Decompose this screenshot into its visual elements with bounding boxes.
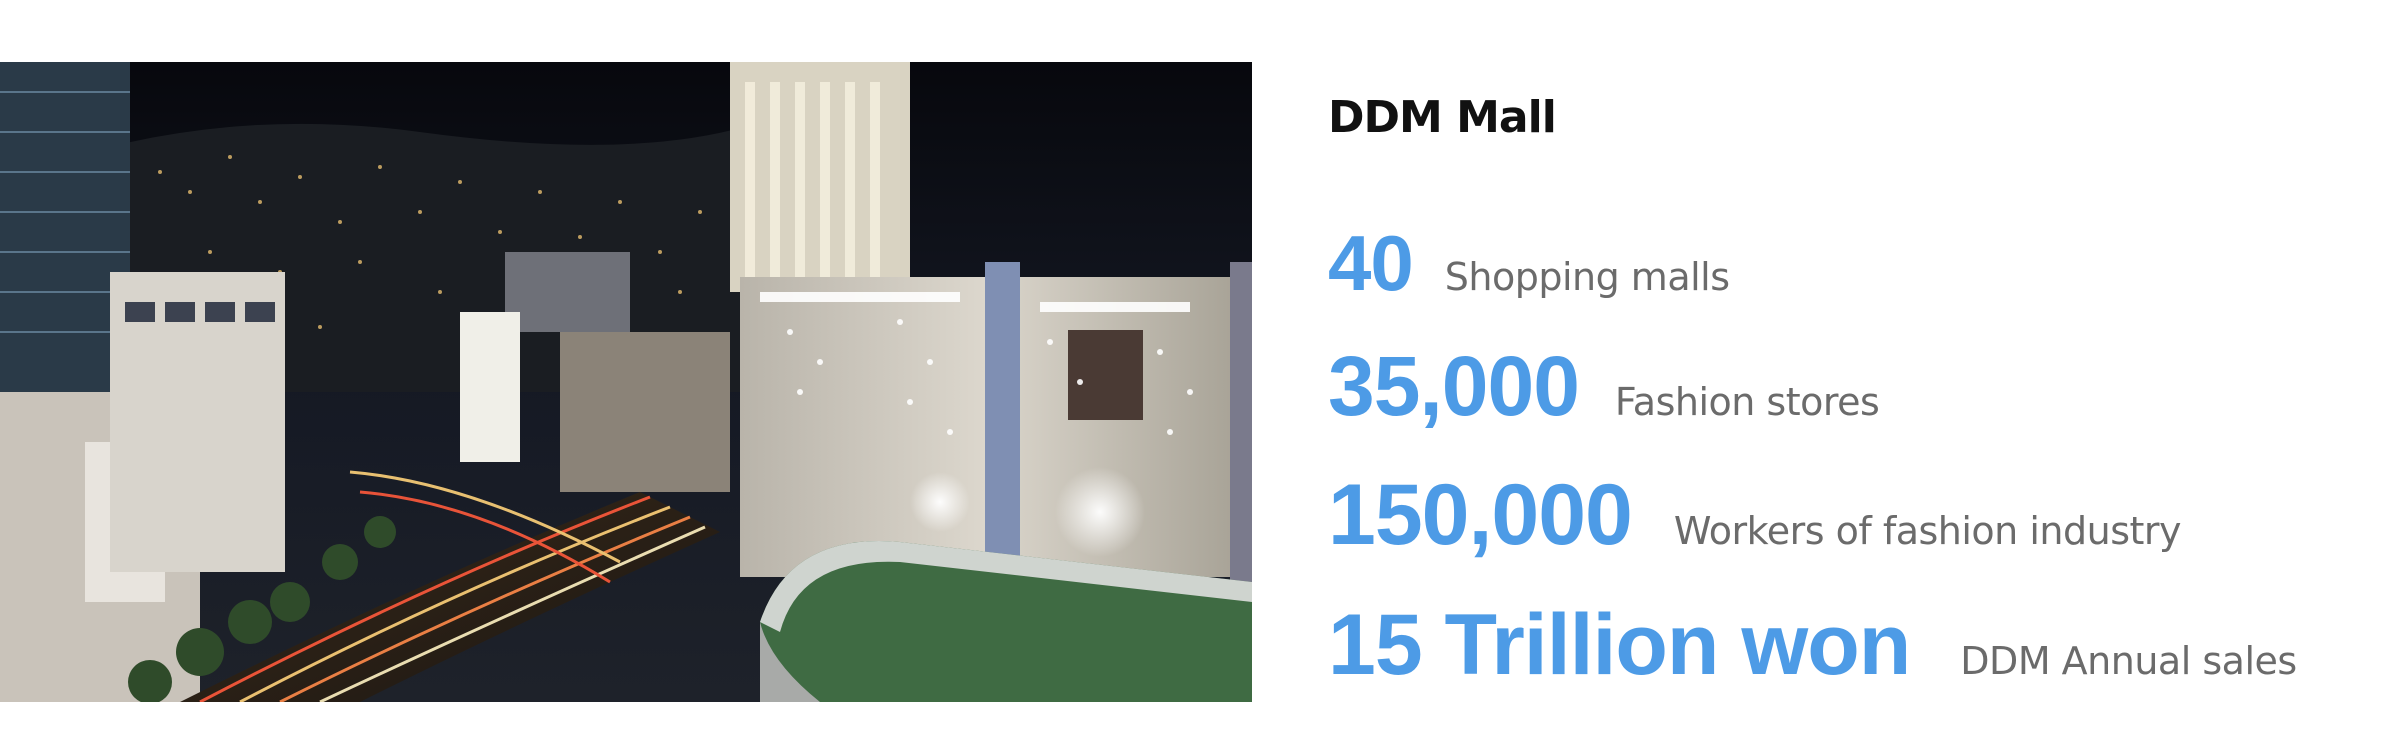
stat-label: DDM Annual sales xyxy=(1960,639,2297,683)
stat-label: Workers of fashion industry xyxy=(1673,509,2182,553)
stat-row-shopping-malls: 40 Shopping malls xyxy=(1328,218,1730,309)
stat-row-fashion-stores: 35,000 Fashion stores xyxy=(1328,338,1880,435)
ddm-night-photo xyxy=(0,62,1252,702)
night-city-photo-icon xyxy=(0,62,1252,702)
page-title: DDM Mall xyxy=(1328,92,1557,143)
stat-value: 15 Trillion won xyxy=(1328,597,1911,693)
stats-panel: DDM Mall 40 Shopping malls 35,000 Fashio… xyxy=(1328,0,2348,736)
stat-label: Shopping malls xyxy=(1444,255,1730,299)
stat-row-workers: 150,000 Workers of fashion industry xyxy=(1328,466,2182,565)
stat-value: 35,000 xyxy=(1328,339,1580,433)
stat-label: Fashion stores xyxy=(1614,380,1880,424)
stat-value: 40 xyxy=(1328,219,1414,307)
stat-row-annual-sales: 15 Trillion won DDM Annual sales xyxy=(1328,596,2297,695)
stat-value: 150,000 xyxy=(1328,467,1633,563)
